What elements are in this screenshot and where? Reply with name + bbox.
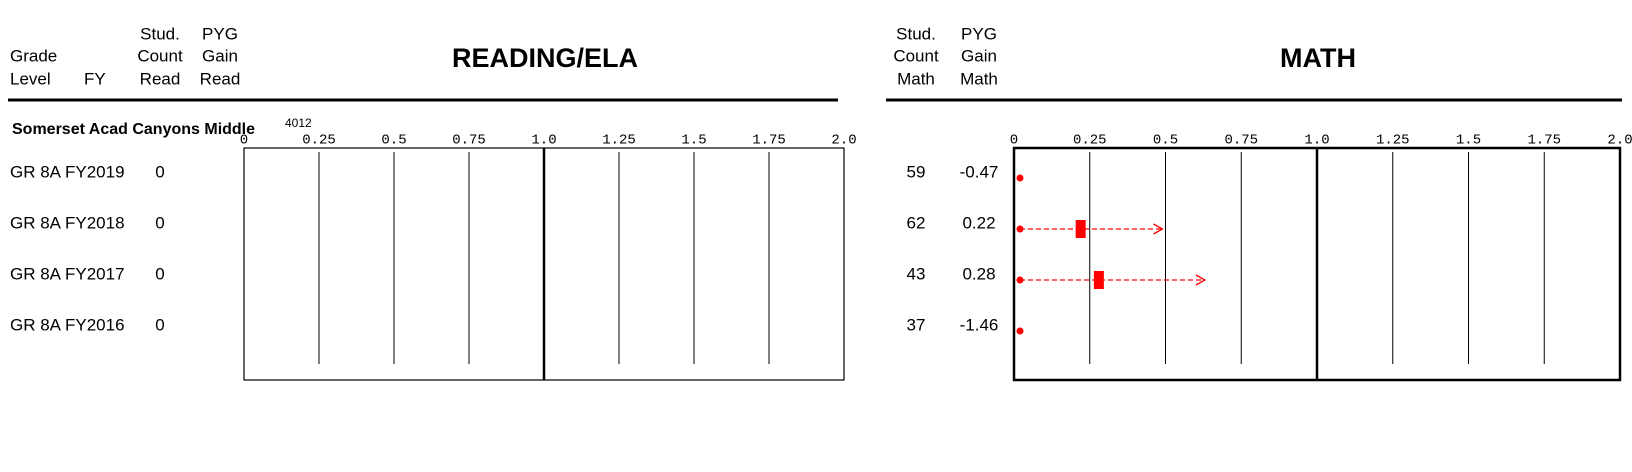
interval-arrow (1195, 274, 1207, 286)
x-tick-label: 1.5 (1456, 133, 1481, 149)
x-tick-label: 0.75 (452, 133, 486, 149)
school-name: Somerset Acad Canyons Middle (12, 121, 255, 138)
student-count: 0 (155, 213, 164, 232)
column-header: Stud. (140, 24, 180, 43)
pyg-gain: -1.46 (960, 315, 999, 334)
column-header: PYG (961, 24, 997, 43)
column-header: Read (140, 69, 181, 88)
x-tick-label: 2.0 (1607, 133, 1632, 149)
x-tick-label: 2.0 (831, 133, 856, 149)
x-tick-label: 0.75 (1224, 133, 1258, 149)
fy-label: FY2016 (65, 315, 125, 334)
grade-label: GR 8A (10, 315, 62, 334)
x-tick-label: 1.25 (1376, 133, 1410, 149)
pyg-gain: -0.47 (960, 162, 999, 181)
grade-label: GR 8A (10, 213, 62, 232)
column-header: Math (897, 69, 935, 88)
interval-arrow (1153, 223, 1164, 235)
fy-label: FY2019 (65, 162, 125, 181)
gain-marker (1093, 271, 1104, 289)
school-code: 4012 (285, 116, 312, 130)
x-tick-label: 1.0 (531, 133, 556, 149)
student-count: 0 (155, 264, 164, 283)
plot-frame (243, 147, 845, 381)
x-tick-label: 1.75 (1527, 133, 1561, 149)
column-header: Math (960, 69, 998, 88)
student-count: 43 (907, 264, 926, 283)
column-header: Read (200, 69, 241, 88)
x-tick-label: 0 (1010, 133, 1018, 149)
x-tick-label: 1.0 (1304, 133, 1329, 149)
column-header: Count (893, 46, 939, 65)
student-count: 37 (907, 315, 926, 334)
fy-label: FY2018 (65, 213, 125, 232)
student-count: 0 (155, 162, 164, 181)
pyg-gain: 0.22 (962, 213, 995, 232)
column-header: Grade (10, 46, 57, 65)
pyg-gain: 0.28 (962, 264, 995, 283)
gain-marker (1075, 220, 1086, 238)
column-header: Stud. (896, 24, 936, 43)
grade-label: GR 8A (10, 264, 62, 283)
student-count: 0 (155, 315, 164, 334)
x-tick-label: 1.25 (602, 133, 636, 149)
column-header: Gain (202, 46, 238, 65)
x-tick-label: 0.25 (302, 133, 336, 149)
x-tick-label: 0.5 (1153, 133, 1178, 149)
column-header: FY (84, 69, 106, 88)
fy-label: FY2017 (65, 264, 125, 283)
x-tick-label: 1.75 (752, 133, 786, 149)
panel-title: READING/ELA (452, 43, 638, 73)
x-tick-label: 0.5 (381, 133, 406, 149)
grade-label: GR 8A (10, 162, 62, 181)
plot-frame (1012, 146, 1622, 382)
row-origin (1016, 174, 1024, 182)
column-header: Level (10, 69, 51, 88)
panel-title: MATH (1280, 43, 1356, 73)
column-header: Count (137, 46, 183, 65)
student-count: 62 (907, 213, 926, 232)
x-tick-label: 1.5 (681, 133, 706, 149)
column-header: PYG (202, 24, 238, 43)
x-tick-label: 0.25 (1073, 133, 1107, 149)
student-count: 59 (907, 162, 926, 181)
row-origin (1016, 327, 1024, 335)
column-header: Gain (961, 46, 997, 65)
x-tick-label: 0 (240, 133, 248, 149)
